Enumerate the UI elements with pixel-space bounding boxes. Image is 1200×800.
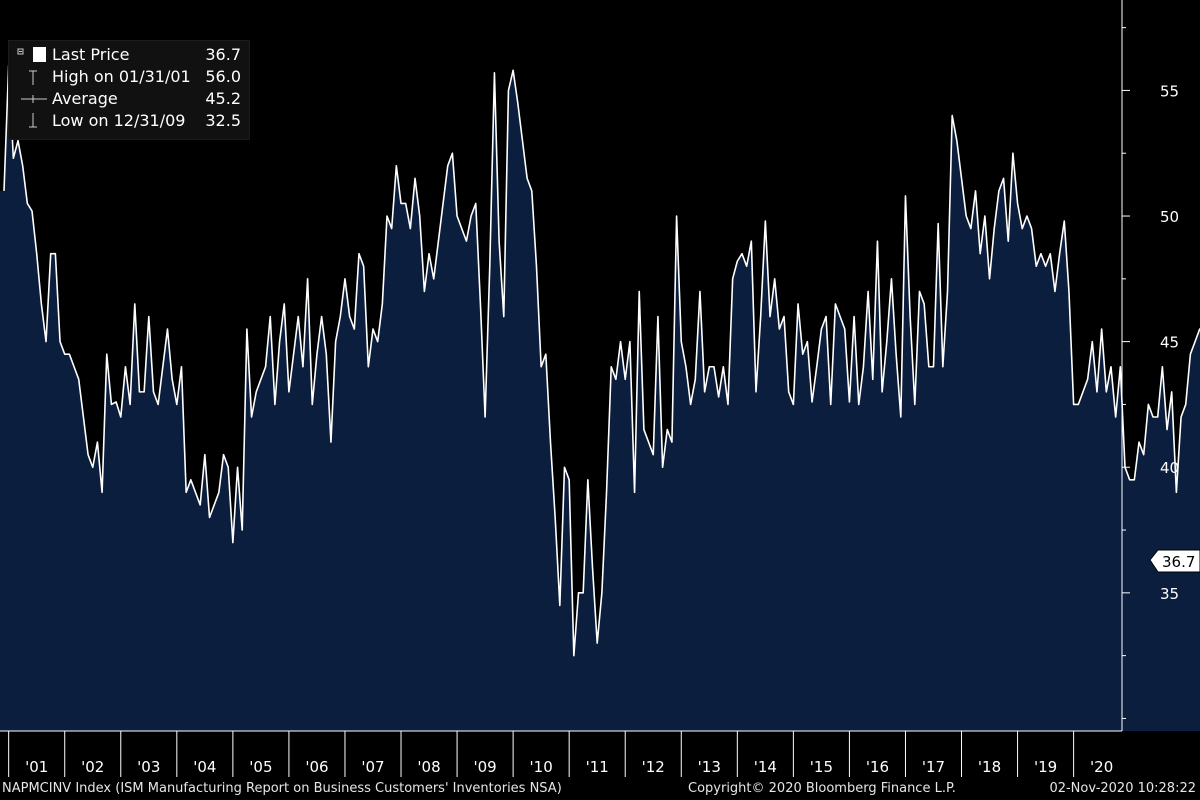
x-tick-label: '15 bbox=[810, 758, 833, 776]
x-tick-label: '01 bbox=[25, 758, 48, 776]
legend-label-high: High on 01/31/01 bbox=[52, 67, 191, 86]
timestamp: 02-Nov-2020 10:28:22 bbox=[1049, 781, 1196, 796]
x-axis-ticks: '01 '02 '03 '04 '05 '06 '07 '08 '09 '10 '11 '12 '13 '… bbox=[8, 731, 1113, 777]
index-description: NAPMCINV Index (ISM Manufacturing Report… bbox=[2, 781, 562, 796]
legend-value-high: 56.0 bbox=[205, 67, 241, 86]
x-tick-label: '18 bbox=[978, 758, 1001, 776]
y-tick-label: 45 bbox=[1160, 334, 1179, 352]
price-series-line bbox=[3, 64, 1200, 657]
last-price-badge-shape bbox=[1149, 549, 1200, 573]
x-tick-label: '12 bbox=[642, 758, 665, 776]
x-tick-label: '02 bbox=[81, 758, 104, 776]
x-tick-label: '14 bbox=[754, 758, 777, 776]
x-tick-label: '10 bbox=[530, 758, 553, 776]
x-tick-label: '13 bbox=[698, 758, 721, 776]
legend-value-average: 45.2 bbox=[205, 89, 241, 108]
last-price-badge-text: 36.7 bbox=[1162, 553, 1195, 571]
legend-row-low: Low on 12/31/09 32.5 bbox=[9, 110, 249, 132]
x-tick-label: '16 bbox=[866, 758, 889, 776]
y-tick-label: 40 bbox=[1160, 459, 1179, 477]
last-price-badge: 36.7 bbox=[1149, 549, 1200, 573]
x-tick-label: '06 bbox=[305, 758, 328, 776]
average-marker-icon bbox=[21, 95, 47, 103]
legend-label-last-price: Last Price bbox=[52, 45, 130, 64]
high-marker-icon bbox=[29, 70, 37, 85]
y-tick-label: 55 bbox=[1160, 82, 1179, 100]
low-marker-icon bbox=[29, 113, 37, 128]
expand-square-icon[interactable] bbox=[17, 46, 49, 64]
legend-row-last-price: Last Price 36.7 bbox=[9, 44, 249, 66]
x-tick-label: '09 bbox=[473, 758, 496, 776]
legend-label-low: Low on 12/31/09 bbox=[52, 111, 186, 130]
x-tick-label: '08 bbox=[417, 758, 440, 776]
x-tick-label: '17 bbox=[922, 758, 945, 776]
legend-row-average: Average 45.2 bbox=[9, 88, 249, 110]
legend-row-high: High on 01/31/01 56.0 bbox=[9, 66, 249, 88]
legend-label-average: Average bbox=[52, 89, 118, 108]
x-tick-label: '07 bbox=[361, 758, 384, 776]
x-tick-label: '05 bbox=[249, 758, 272, 776]
legend-value-last-price: 36.7 bbox=[205, 45, 241, 64]
price-area-fill bbox=[0, 65, 1200, 731]
x-tick-label: '04 bbox=[193, 758, 216, 776]
copyright-notice: Copyright© 2020 Bloomberg Finance L.P. bbox=[688, 781, 956, 796]
legend: Last Price 36.7 High on 01/31/01 56.0 Av… bbox=[8, 40, 250, 140]
x-tick-label: '20 bbox=[1090, 758, 1113, 776]
y-axis-ticks: 35 40 45 50 55 bbox=[1122, 27, 1179, 719]
y-tick-label: 50 bbox=[1160, 208, 1179, 226]
x-tick-label: '03 bbox=[137, 758, 160, 776]
y-tick-label: 35 bbox=[1160, 585, 1179, 603]
x-tick-label: '19 bbox=[1034, 758, 1057, 776]
x-tick-label: '11 bbox=[586, 758, 609, 776]
legend-value-low: 32.5 bbox=[205, 111, 241, 130]
